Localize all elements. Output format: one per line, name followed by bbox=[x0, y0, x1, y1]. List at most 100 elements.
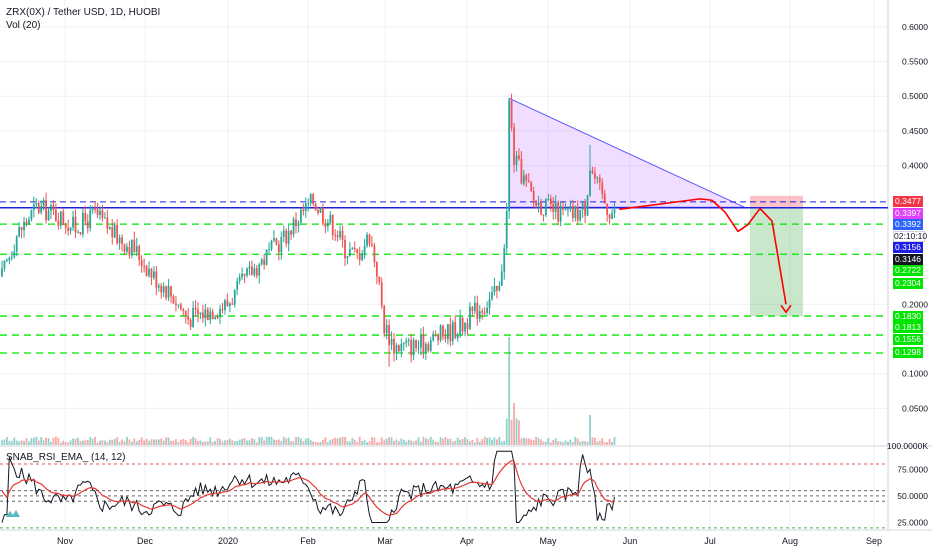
volume-bar bbox=[20, 440, 23, 445]
candle-body bbox=[461, 317, 464, 332]
volume-bar bbox=[199, 440, 202, 445]
volume-bar bbox=[290, 441, 292, 445]
candle-body bbox=[353, 247, 356, 249]
volume-bar bbox=[571, 442, 574, 445]
volume-bar bbox=[57, 437, 60, 445]
volume-bar bbox=[40, 437, 43, 445]
candle-body bbox=[101, 210, 104, 218]
volume-bar bbox=[562, 442, 564, 445]
volume-bar bbox=[603, 442, 606, 445]
volume-bar bbox=[35, 436, 38, 445]
price-tick-label: 0.4000 bbox=[902, 161, 928, 171]
candle-body bbox=[491, 292, 493, 300]
volume-bar bbox=[532, 440, 535, 445]
candle-body bbox=[329, 214, 332, 223]
volume-bar bbox=[434, 441, 437, 445]
price-tick-label: 0.2000 bbox=[902, 299, 928, 309]
volume-bar bbox=[508, 337, 511, 445]
volume-bar bbox=[395, 439, 398, 445]
price-tick-label: 0.5500 bbox=[902, 57, 928, 67]
volume-bar bbox=[177, 441, 180, 445]
candle-body bbox=[349, 249, 351, 257]
candle-body bbox=[598, 177, 601, 183]
candle-body bbox=[466, 323, 469, 330]
volume-bar bbox=[586, 441, 589, 445]
volume-bar bbox=[302, 441, 305, 445]
volume-bar bbox=[175, 439, 177, 445]
candle-body bbox=[412, 340, 415, 356]
candle-body bbox=[155, 271, 158, 288]
symbol-legend: ZRX(0X) / Tether USD, 1D, HUOBI bbox=[6, 7, 161, 18]
volume-bar bbox=[329, 440, 332, 445]
candle-body bbox=[383, 305, 386, 334]
volume-bar bbox=[331, 438, 334, 445]
candle-body bbox=[334, 235, 337, 237]
volume-bar bbox=[214, 440, 217, 445]
candle-body bbox=[79, 232, 82, 235]
volume-bar bbox=[128, 439, 131, 445]
volume-bar bbox=[52, 437, 55, 445]
volume-bar bbox=[280, 441, 283, 445]
candle-body bbox=[407, 339, 410, 341]
volume-bar bbox=[233, 441, 236, 445]
volume-bar bbox=[79, 441, 82, 445]
candle-body bbox=[55, 209, 57, 221]
candle-body bbox=[515, 155, 518, 165]
candle-body bbox=[300, 209, 302, 223]
volume-bar bbox=[116, 437, 119, 445]
candle-body bbox=[341, 230, 344, 240]
candle-body bbox=[331, 214, 334, 236]
candle-body bbox=[57, 220, 60, 226]
candle-body bbox=[486, 308, 488, 313]
candle-body bbox=[246, 268, 248, 276]
candle-body bbox=[542, 214, 545, 216]
volume-bar bbox=[559, 441, 562, 445]
volume-bar bbox=[108, 439, 111, 445]
candle-body bbox=[287, 230, 290, 244]
candle-body bbox=[378, 276, 381, 283]
candle-body bbox=[133, 239, 136, 253]
candle-body bbox=[471, 306, 474, 312]
candle-body bbox=[40, 206, 43, 213]
candle-body bbox=[290, 230, 292, 235]
candle-body bbox=[520, 159, 523, 184]
candle-body bbox=[292, 219, 295, 235]
candle-body bbox=[356, 248, 359, 254]
volume-bar bbox=[13, 437, 16, 445]
candle-body bbox=[77, 232, 79, 234]
volume-bar bbox=[341, 436, 344, 445]
candle-body bbox=[530, 182, 533, 192]
candle-body bbox=[594, 172, 596, 179]
volume-bar bbox=[204, 441, 207, 445]
price-tag: 0.3477 bbox=[893, 196, 923, 208]
descending-triangle bbox=[508, 97, 745, 208]
candle-body bbox=[42, 200, 45, 207]
candle-body bbox=[309, 193, 312, 203]
candle-body bbox=[554, 202, 557, 213]
candle-body bbox=[429, 340, 432, 351]
projection-path bbox=[619, 198, 787, 305]
candle-body bbox=[25, 221, 28, 224]
candle-body bbox=[126, 246, 128, 252]
volume-bar bbox=[515, 418, 518, 445]
volume-bar bbox=[273, 439, 275, 445]
candle-body bbox=[373, 245, 376, 263]
candle-body bbox=[606, 203, 609, 215]
candle-body bbox=[270, 240, 273, 250]
candle-body bbox=[67, 227, 70, 231]
volume-bar bbox=[388, 437, 390, 445]
candle-body bbox=[488, 299, 491, 309]
volume-bar bbox=[106, 441, 109, 445]
volume-bar bbox=[187, 442, 190, 445]
volume-bar bbox=[412, 441, 415, 445]
volume-bar bbox=[30, 438, 33, 445]
candle-body bbox=[160, 285, 163, 293]
volume-bar bbox=[231, 440, 234, 445]
volume-bar bbox=[530, 439, 533, 445]
volume-bar bbox=[64, 442, 67, 445]
x-tick-label: May bbox=[539, 536, 557, 546]
volume-bar bbox=[557, 441, 560, 445]
volume-bar bbox=[268, 436, 270, 445]
volume-bar bbox=[123, 441, 126, 445]
